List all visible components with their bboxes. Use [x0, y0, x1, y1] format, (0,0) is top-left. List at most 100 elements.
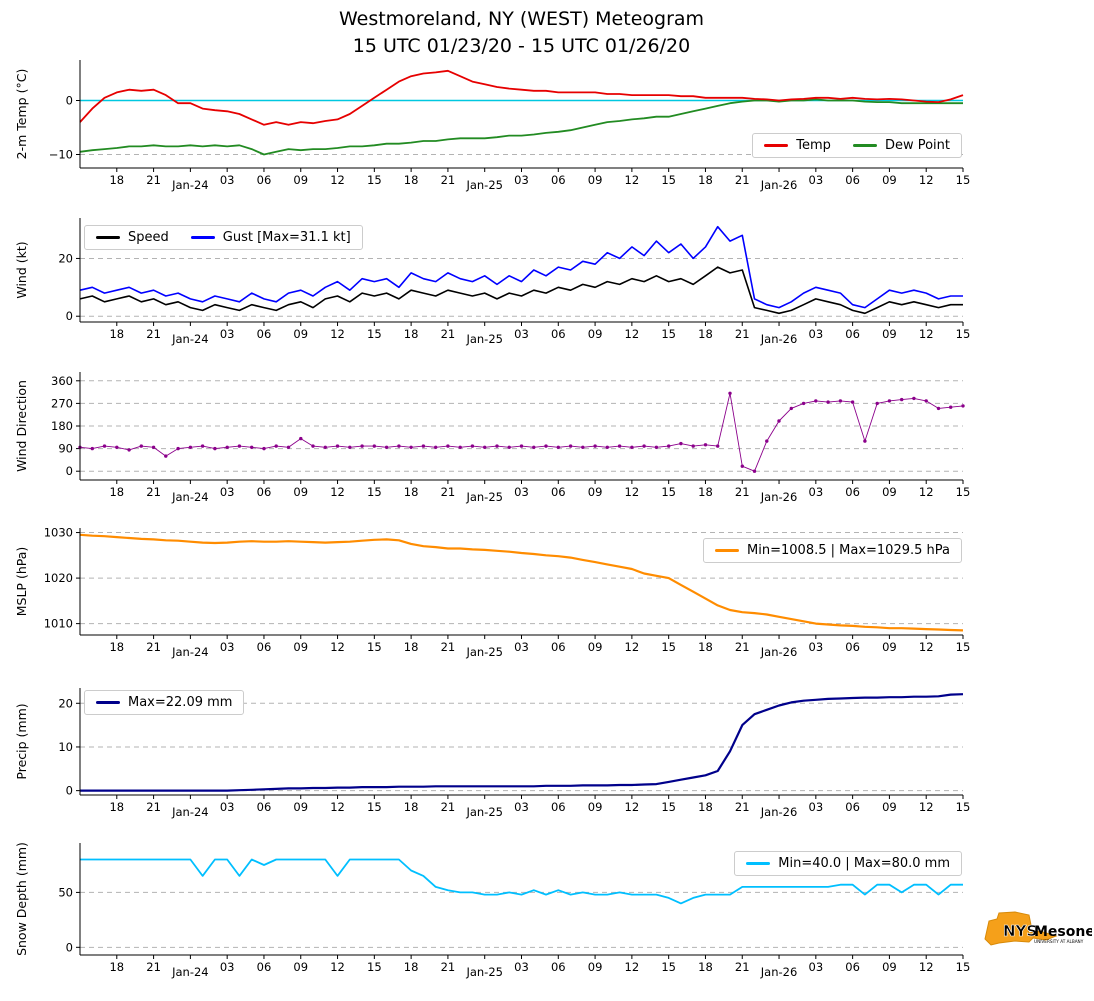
svg-text:15: 15	[661, 173, 676, 187]
svg-text:18: 18	[698, 327, 713, 341]
svg-text:Jan-24: Jan-24	[171, 645, 209, 659]
svg-text:09: 09	[882, 640, 897, 654]
svg-text:21: 21	[735, 800, 750, 814]
svg-text:21: 21	[735, 173, 750, 187]
svg-text:15: 15	[661, 640, 676, 654]
svg-text:15: 15	[367, 173, 382, 187]
svg-text:03: 03	[220, 173, 235, 187]
svg-text:1020: 1020	[44, 571, 73, 585]
svg-text:06: 06	[257, 960, 272, 974]
svg-text:270: 270	[51, 396, 73, 410]
svg-text:06: 06	[551, 800, 566, 814]
svg-text:Jan-26: Jan-26	[760, 965, 798, 979]
temp-series-dew-point	[79, 98, 963, 156]
svg-text:12: 12	[625, 327, 640, 341]
svg-text:09: 09	[293, 327, 308, 341]
svg-text:03: 03	[514, 485, 529, 499]
svg-text:18: 18	[109, 485, 124, 499]
title-line1: Westmoreland, NY (WEST) Meteogram	[338, 8, 705, 30]
precip-series-precip	[80, 693, 964, 792]
svg-text:Jan-26: Jan-26	[760, 178, 798, 192]
svg-text:03: 03	[809, 327, 824, 341]
svg-text:21: 21	[441, 327, 456, 341]
wind-legend: Speed Gust [Max=31.1 kt]	[84, 225, 363, 250]
svg-text:18: 18	[404, 960, 419, 974]
svg-text:21: 21	[735, 960, 750, 974]
svg-text:18: 18	[404, 485, 419, 499]
svg-text:12: 12	[625, 485, 640, 499]
svg-text:Jan-25: Jan-25	[465, 178, 503, 192]
svg-text:21: 21	[146, 800, 161, 814]
svg-text:09: 09	[588, 327, 603, 341]
mslp-series-mslp	[79, 533, 964, 632]
legend-label-mslp: Min=1008.5 | Max=1029.5 hPa	[747, 543, 950, 558]
svg-text:09: 09	[293, 640, 308, 654]
svg-text:06: 06	[551, 960, 566, 974]
svg-text:12: 12	[919, 640, 934, 654]
svg-text:21: 21	[441, 485, 456, 499]
svg-text:0: 0	[66, 464, 73, 478]
svg-text:21: 21	[441, 960, 456, 974]
svg-text:18: 18	[404, 800, 419, 814]
svg-text:09: 09	[588, 640, 603, 654]
title-line2: 15 UTC 01/23/20 - 15 UTC 01/26/20	[352, 34, 691, 57]
svg-text:18: 18	[109, 173, 124, 187]
svg-text:12: 12	[625, 173, 640, 187]
svg-text:12: 12	[330, 485, 345, 499]
svg-text:06: 06	[257, 640, 272, 654]
legend-item-snow: Min=40.0 | Max=80.0 mm	[746, 856, 950, 871]
svg-text:21: 21	[146, 327, 161, 341]
wind-series-speed	[79, 266, 963, 315]
svg-text:06: 06	[257, 173, 272, 187]
svg-text:03: 03	[220, 327, 235, 341]
svg-text:1010: 1010	[44, 617, 73, 631]
svg-text:18: 18	[404, 327, 419, 341]
legend-item-gust: Gust [Max=31.1 kt]	[190, 230, 351, 245]
svg-text:06: 06	[845, 485, 860, 499]
svg-text:0: 0	[66, 94, 73, 108]
svg-text:15: 15	[367, 800, 382, 814]
dewpoint-line-swatch	[852, 144, 877, 147]
svg-text:06: 06	[845, 640, 860, 654]
svg-text:12: 12	[919, 485, 934, 499]
svg-text:18: 18	[404, 640, 419, 654]
svg-text:18: 18	[109, 960, 124, 974]
svg-text:15: 15	[956, 327, 971, 341]
svg-text:15: 15	[661, 960, 676, 974]
snow-depth-legend: Min=40.0 | Max=80.0 mm	[734, 851, 962, 876]
speed-line-swatch	[96, 236, 120, 239]
gust-line-swatch	[190, 236, 215, 239]
svg-text:Jan-26: Jan-26	[760, 645, 798, 659]
svg-text:18: 18	[404, 173, 419, 187]
svg-text:21: 21	[146, 173, 161, 187]
page-title: Westmoreland, NY (WEST) Meteogram 15 UTC…	[0, 6, 1043, 59]
mslp-panel: 1010 1020 1030 18 21 Jan-24 03 06 09 12 15 18 21 Jan-…	[14, 526, 970, 659]
temp-series-temp	[79, 69, 964, 126]
svg-text:18: 18	[698, 173, 713, 187]
svg-text:Jan-25: Jan-25	[465, 332, 503, 346]
legend-label-snow: Min=40.0 | Max=80.0 mm	[778, 856, 950, 871]
svg-text:06: 06	[551, 485, 566, 499]
svg-text:06: 06	[257, 485, 272, 499]
svg-text:09: 09	[588, 485, 603, 499]
svg-text:12: 12	[330, 800, 345, 814]
svg-text:18: 18	[698, 640, 713, 654]
precip-line-swatch	[96, 701, 120, 704]
mslp-ylabel: MSLP (hPa)	[14, 547, 29, 617]
svg-text:15: 15	[956, 960, 971, 974]
svg-text:21: 21	[441, 640, 456, 654]
svg-text:Jan-24: Jan-24	[171, 178, 209, 192]
svg-text:15: 15	[661, 485, 676, 499]
svg-text:03: 03	[514, 640, 529, 654]
svg-text:0: 0	[66, 784, 73, 798]
snow-depth-panel: 0 50 18 21 Jan-24 03 06 09 12 15 18 21 Jan-25 03 06 09 1…	[14, 842, 970, 979]
wind-direction-ylabel: Wind Direction	[14, 380, 29, 472]
legend-item-temp: Temp	[764, 138, 831, 153]
svg-text:15: 15	[661, 800, 676, 814]
svg-text:0: 0	[66, 940, 73, 954]
svg-text:21: 21	[146, 960, 161, 974]
svg-text:Jan-26: Jan-26	[760, 490, 798, 504]
svg-text:180: 180	[51, 419, 73, 433]
